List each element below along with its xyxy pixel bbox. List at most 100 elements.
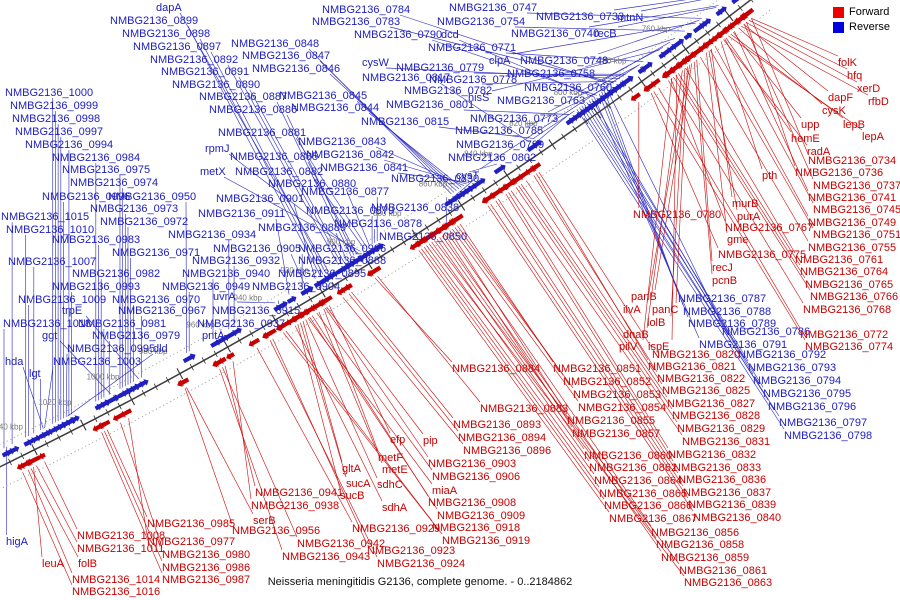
gene-label: NMBG2136_0999 — [10, 100, 98, 112]
scale-tick-label: 740 kbp — [685, 0, 714, 1]
gene-label: recB — [594, 28, 617, 40]
gene-label: NMBG2136_0994 — [25, 139, 113, 151]
gene-label: NMBG2136_0937 — [197, 318, 285, 330]
leader-line — [515, 187, 678, 423]
gene-label: NMBG2136_1011 — [77, 543, 164, 555]
scale-tick — [141, 390, 146, 397]
gene-label: NMBG2136_0888 — [298, 255, 386, 267]
leader-line — [671, 74, 678, 341]
gene-label: NMBG2136_0923 — [367, 545, 455, 557]
gene-label: murB — [732, 198, 758, 210]
legend: Forward Reverse — [833, 6, 890, 33]
gene-label: NMBG2136_0791 — [699, 339, 787, 351]
gene-label: ispE — [648, 341, 669, 353]
forward-legend-label: Forward — [849, 6, 890, 18]
gene-label: NMBG2136_0906 — [298, 243, 386, 255]
leader-line — [490, 203, 689, 499]
gene-arrow — [138, 379, 149, 387]
gene-label: NMBG2136_0984 — [52, 152, 140, 164]
gene-label: NMBG2136_0982 — [72, 268, 160, 280]
scale-tick — [617, 94, 622, 101]
gene-label: NMBG2136_0852 — [563, 376, 651, 388]
scale-tick — [237, 337, 242, 344]
leader-line — [584, 38, 676, 68]
gene-label: NMBG2136_0850 — [379, 231, 467, 243]
scale-tick — [8, 458, 12, 466]
gene-label: NMBG2136_0765 — [805, 279, 893, 291]
gene-label: NMBG2136_1007 — [8, 256, 96, 268]
gene-label: NMBG2136_0977 — [147, 536, 235, 548]
gene-label: metX — [200, 166, 226, 178]
gene-label: NMBG2136_0981 — [78, 318, 166, 330]
gene-label: NMBG2136_0979 — [92, 330, 180, 342]
leader-line — [101, 432, 163, 574]
gene-label: NMBG2136_0780 — [633, 209, 721, 221]
gene-label: gme — [727, 234, 748, 246]
gene-label: NMBG2136_0904 — [252, 281, 340, 293]
scale-tick-label: 1020 kbp — [38, 398, 71, 407]
gene-label: dapF — [828, 92, 853, 104]
gene-label: NMBG2136_0932 — [192, 255, 280, 267]
gene-arrow — [313, 280, 322, 288]
gene-label: NMBG2136_0865 — [599, 488, 687, 500]
gene-label: NMBG2136_0949 — [162, 281, 250, 293]
gene-label: NMBG2136_0775 — [718, 249, 806, 261]
gene-label: NMBG2136_0774 — [805, 341, 893, 353]
leader-line — [326, 306, 424, 435]
gene-label: leuA — [42, 558, 65, 570]
leader-line — [591, 98, 739, 349]
gene-label: NMBG2136_0971 — [112, 247, 200, 259]
gene-label: NMBG2136_1000 — [5, 87, 93, 99]
leader-line — [589, 100, 749, 362]
leader-line — [59, 340, 111, 395]
leader-line — [269, 340, 378, 558]
gene-arrow — [276, 323, 286, 332]
gene-label: NMBG2136_0815 — [361, 116, 449, 128]
gene-label: pntA — [202, 330, 225, 342]
scale-tick — [538, 149, 544, 156]
leader-line — [297, 324, 341, 490]
gene-label: NMBG2136_0755 — [808, 242, 896, 254]
gene-label: NMBG2136_1016 — [72, 586, 160, 598]
gene-arrow — [409, 239, 423, 251]
track-layer — [0, 0, 771, 489]
gene-arrow — [38, 432, 47, 439]
gene-label: NMBG2136_0772 — [800, 329, 888, 341]
scale-tick — [411, 229, 420, 241]
gene-label: NMBG2136_0788 — [683, 306, 771, 318]
gene-label: NMBG2136_0877 — [301, 186, 389, 198]
leader-line — [668, 80, 804, 304]
forward-legend-swatch — [833, 6, 845, 18]
gene-label: NMBG2136_0892 — [150, 54, 238, 66]
gene-arrow — [24, 437, 37, 446]
gene-label: NMBG2136_0915 — [212, 305, 300, 317]
leader-line — [723, 39, 808, 146]
gene-label: NMBG2136_0833 — [673, 462, 761, 474]
gene-label: NMBG2136_0740 — [511, 28, 599, 40]
gene-label: NMBG2136_0848 — [231, 38, 319, 50]
scale-tick — [331, 281, 337, 289]
gene-label: NMBG2136_0983 — [52, 234, 140, 246]
gene-label: NMBG2136_0908 — [428, 497, 516, 509]
gene-label: NMBG2136_0771 — [428, 42, 516, 54]
gene-label: NMBG2136_0986 — [162, 562, 250, 574]
scale-tick — [224, 341, 232, 353]
leader-line — [444, 233, 573, 428]
gene-label: NMBG2136_0863 — [684, 577, 772, 589]
leader-line — [283, 332, 443, 535]
gene-label: NMBG2136_0821 — [648, 361, 736, 373]
gene-label: NMBG2136_0828 — [672, 410, 760, 422]
leader-line — [458, 39, 595, 98]
scale-tick — [213, 350, 218, 358]
scale-tick — [128, 394, 135, 406]
scale-tick — [176, 368, 184, 380]
leader-line — [520, 183, 668, 398]
leader-line — [481, 80, 617, 85]
scale-tick — [493, 179, 498, 187]
leader-line — [709, 49, 814, 229]
scale-tick — [583, 118, 589, 125]
gene-label: NMBG2136_0934 — [168, 229, 256, 241]
scale-tick — [470, 194, 476, 202]
gene-arrow — [670, 65, 678, 73]
